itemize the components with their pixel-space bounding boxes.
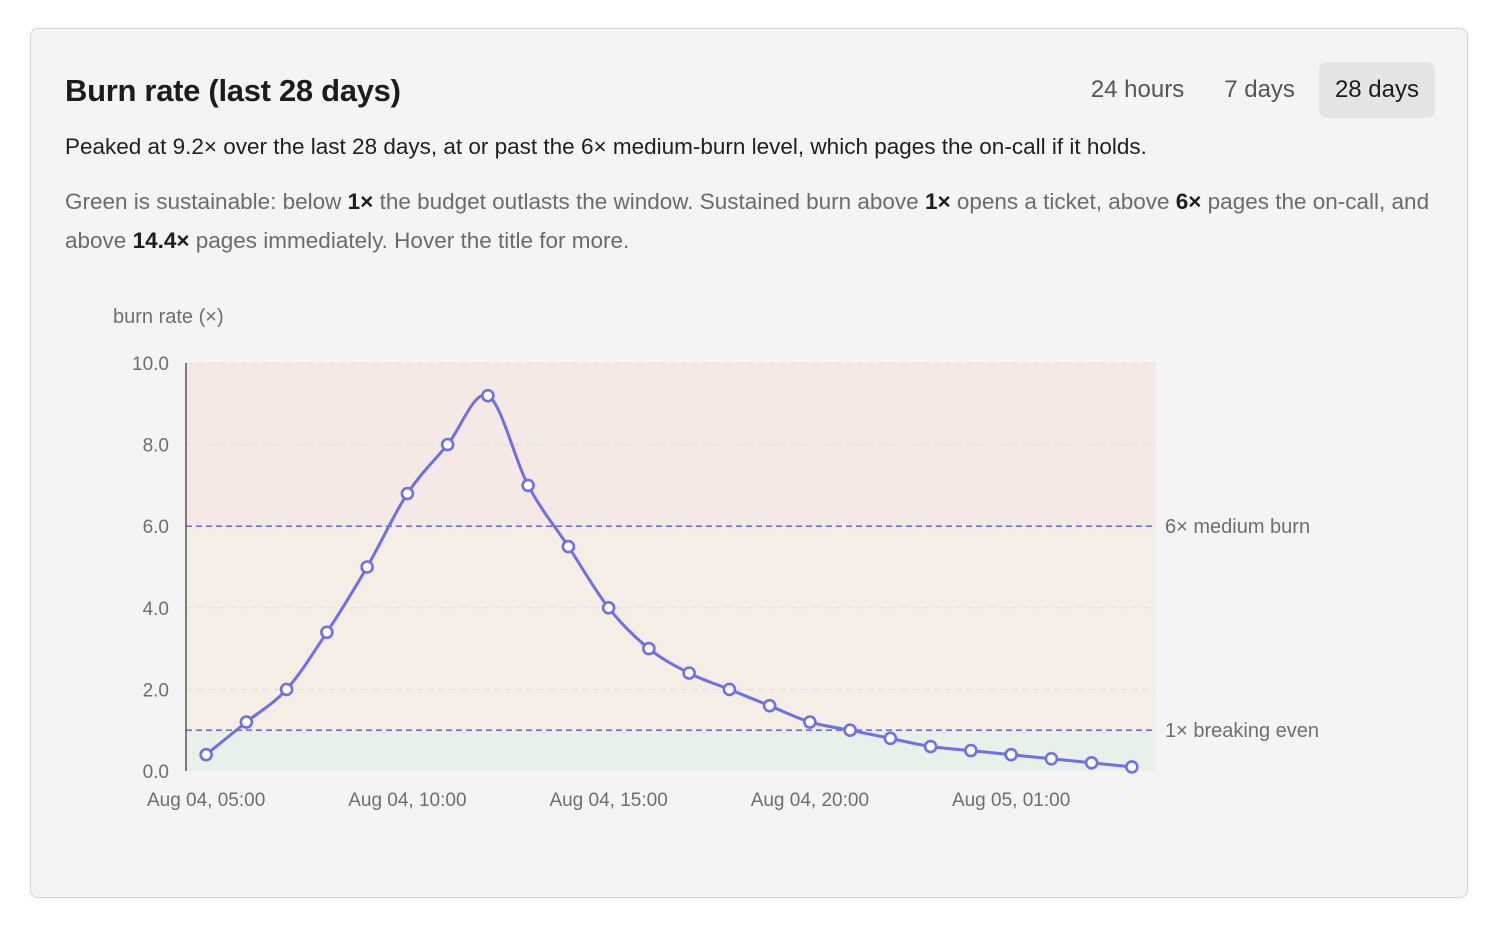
data-point [964,743,978,758]
data-point [1084,756,1099,770]
y-tick-label: 0.0 [143,762,169,783]
data-point [440,437,455,452]
data-point [320,625,334,640]
card-title[interactable]: Burn rate (last 28 days) [65,73,401,108]
explain-text-2: the budget outlasts the window. Sustaine… [373,189,925,214]
data-point [682,666,696,680]
data-point [642,641,656,656]
zone-amber [186,526,1156,731]
data-point [521,478,535,493]
data-point [1004,747,1018,762]
data-point [481,388,495,403]
zone-green [186,730,1156,771]
explain-bold-1x: 1× [347,189,374,214]
x-tick-label: Aug 05, 01:00 [952,790,1070,811]
explain-text-5: pages immediately. Hover the title for m… [189,228,630,253]
data-point [239,715,254,729]
data-point [561,539,576,554]
data-point [923,739,938,754]
range-tabs: 24 hours 7 days 28 days [1075,62,1435,118]
explain-text-3: opens a ticket, above [950,189,1176,214]
y-tick-label: 6.0 [143,517,169,538]
data-point [279,682,294,697]
y-axis-label: burn rate (×) [113,306,224,328]
chart-thresholds: 6× medium burn 1× breaking even [186,516,1319,742]
x-axis-ticks: Aug 04, 05:00 Aug 04, 10:00 Aug 04, 15:00 A… [147,790,1070,811]
chart-zones [186,363,1156,771]
threshold-label: 6× medium burn [1165,516,1310,538]
explain-text-1: Green is sustainable: below [65,189,348,214]
x-tick-label: Aug 04, 05:00 [147,790,265,811]
explain-bold-6x: 6× [1175,189,1202,214]
y-tick-label: 10.0 [132,354,169,375]
data-point [1044,751,1059,766]
explain-text-4: pages the on-call, and above [65,189,1430,253]
data-point [400,486,415,501]
range-tab-24-hours[interactable]: 24 hours [1090,76,1185,103]
y-tick-label: 4.0 [143,599,169,620]
data-point [360,560,374,574]
data-point [601,600,616,615]
data-point [803,715,817,729]
burn-rate-card: Burn rate (last 28 days) 24 hours 7 days… [30,28,1468,898]
data-point [722,682,737,697]
y-tick-label: 2.0 [143,680,169,701]
burn-explanation: Green is sustainable: below 1× the budge… [65,182,1435,260]
range-tab-28-days[interactable]: 28 days [1318,62,1435,118]
range-tab-7-days[interactable]: 7 days [1224,76,1295,103]
series-points [199,388,1139,774]
explain-bold-14x: 14.4× [132,228,190,253]
y-axis-ticks: 0.0 2.0 4.0 6.0 8.0 10.0 [132,354,169,783]
data-point [199,747,213,762]
explain-bold-1x-ticket: 1× [924,189,951,214]
y-tick-label: 8.0 [143,436,169,457]
burn-rate-chart: 6× medium burn 1× breaking even burn rate… [113,306,1319,811]
data-point [883,731,898,746]
data-point [762,698,777,713]
data-point [843,723,857,738]
x-tick-label: Aug 04, 15:00 [549,790,667,811]
peak-summary: Peaked at 9.2× over the last 28 days, at… [65,134,1147,159]
x-tick-label: Aug 04, 20:00 [751,790,869,811]
threshold-label: 1× breaking even [1165,720,1319,742]
x-tick-label: Aug 04, 10:00 [348,790,466,811]
data-point [1125,760,1139,774]
